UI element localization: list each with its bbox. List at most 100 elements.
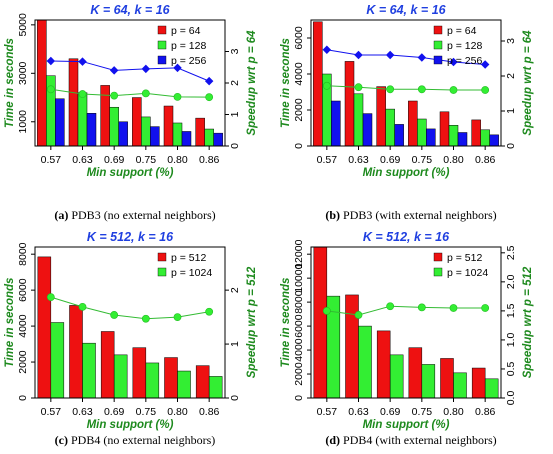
x-tick-label: 0.57: [317, 154, 338, 166]
y-axis-label: Time in seconds: [280, 38, 292, 128]
bar-p1024-0.86: [484, 378, 499, 399]
y-tick-label: 6000: [293, 26, 305, 50]
speedup-point-0.80: [173, 313, 182, 322]
legend-label: p = 1024: [447, 267, 488, 279]
bar-p128-0.75: [141, 116, 151, 147]
bar-p64-0.57: [313, 21, 323, 147]
bar-p256-0.75: [150, 126, 160, 147]
speedup-point-0.80: [173, 63, 182, 73]
x-tick-label: 0.57: [317, 406, 338, 418]
x-tick-label: 0.75: [136, 154, 157, 166]
y2-tick-label: 1: [229, 111, 241, 117]
y2-tick-label: 1: [229, 341, 241, 347]
speedup-point-0.75: [417, 303, 426, 312]
speedup-line-p256: [326, 49, 486, 65]
legend-label: p = 1024: [171, 267, 212, 279]
bar-p512-0.57: [313, 246, 328, 399]
y-tick-label: 2000: [293, 362, 305, 386]
x-axis-label: Min support (%): [87, 167, 174, 179]
speedup-point-0.57: [322, 306, 331, 315]
bar-p1024-0.69: [113, 354, 128, 399]
speedup-point-0.57: [322, 81, 331, 90]
speedup-point-0.86: [205, 307, 214, 316]
legend-swatch: [433, 25, 443, 35]
caption-tag: (b): [325, 208, 340, 222]
bar-p256-0.57: [331, 100, 341, 147]
x-axis-label: Min support (%): [87, 419, 174, 431]
bar-p256-0.63: [362, 113, 373, 147]
caption-tag: (d): [325, 433, 340, 447]
bar-p512-0.86: [471, 367, 486, 399]
speedup-point-0.69: [110, 311, 119, 319]
bar-p1024-0.63: [358, 325, 372, 399]
subfigure-caption: (c) PDB4 (no external neighbors): [55, 433, 216, 447]
legend-label: p = 256: [171, 55, 206, 67]
caption-text: PDB3 (with external neighbors): [343, 208, 497, 222]
x-tick-label: 0.75: [412, 154, 433, 166]
speedup-line-p1024: [50, 296, 210, 320]
bar-p64-0.75: [132, 97, 142, 147]
x-tick-label: 0.86: [199, 406, 220, 418]
y-tick-label: 0: [17, 395, 29, 401]
y2-tick-label: 2: [229, 287, 241, 293]
speedup-point-0.86: [205, 93, 214, 102]
legend-swatch: [157, 40, 167, 50]
speedup-point-0.80: [449, 57, 458, 67]
bar-p64-0.75: [408, 100, 418, 147]
x-tick-label: 0.63: [72, 154, 93, 166]
bar-p512-0.80: [440, 358, 454, 399]
legend-label: p = 128: [447, 40, 482, 52]
speedup-point-0.63: [354, 50, 363, 60]
speedup-point-0.86: [481, 86, 490, 94]
y-tick-label: 3000: [17, 61, 29, 85]
y-tick-label: 2000: [293, 98, 305, 122]
y-tick-label: 8000: [17, 242, 29, 266]
bar-p64-0.57: [37, 19, 47, 147]
legend-swatch: [157, 55, 167, 65]
y-tick-label: 4000: [17, 314, 29, 338]
bar-p512-0.80: [164, 357, 178, 399]
bar-p512-0.75: [408, 347, 423, 399]
speedup-point-0.63: [78, 90, 87, 98]
bar-p1024-0.75: [145, 362, 160, 399]
speedup-point-0.63: [354, 83, 363, 92]
x-tick-label: 0.86: [475, 154, 496, 166]
bar-p512-0.86: [195, 365, 210, 399]
y-tick-label: 12000: [293, 239, 305, 268]
speedup-line-p128: [326, 85, 486, 91]
legend-label: p = 64: [447, 25, 477, 37]
bar-p128-0.63: [353, 93, 364, 147]
speedup-point-0.86: [481, 304, 490, 312]
bar-p512-0.75: [132, 347, 147, 399]
bar-p128-0.80: [172, 122, 183, 147]
y-tick-label: 5000: [17, 13, 29, 37]
speedup-point-0.75: [141, 314, 150, 323]
y2-tick-label: 2: [505, 73, 517, 79]
chart-title: K = 64, k = 16: [90, 3, 170, 17]
y2-axis-label: Speedup wrt p = 64: [522, 30, 534, 136]
y-tick-label: 8000: [293, 290, 305, 314]
bar-p256-0.57: [55, 98, 65, 147]
bar-p64-0.80: [163, 105, 174, 147]
y-tick-label: 0: [293, 395, 305, 401]
x-tick-label: 0.80: [443, 154, 464, 166]
bar-p1024-0.75: [421, 364, 436, 399]
speedup-point-0.63: [78, 302, 87, 311]
y2-tick-label: 1.5: [505, 303, 517, 318]
speedup-point-0.57: [46, 293, 55, 302]
y-tick-label: 2000: [17, 350, 29, 374]
chart-title: K = 512, k = 16: [87, 230, 174, 244]
speedup-point-0.80: [449, 304, 458, 312]
speedup-point-0.75: [141, 64, 151, 74]
bar-p256-0.63: [86, 113, 97, 147]
bar-p256-0.69: [118, 121, 128, 147]
chart-panel-b: 0 2000 4000 6000 0 1 2 3 0.57 0.63 0.69 0.75 0.80 0.8…: [280, 3, 534, 222]
x-tick-label: 0.75: [136, 406, 157, 418]
bar-p512-0.63: [69, 305, 83, 399]
speedup-point-0.75: [417, 53, 427, 62]
speedup-point-0.86: [204, 76, 214, 86]
caption-text: PDB4 (with external neighbors): [343, 433, 497, 447]
bar-p128-0.75: [417, 118, 427, 147]
x-tick-label: 0.80: [167, 406, 188, 418]
